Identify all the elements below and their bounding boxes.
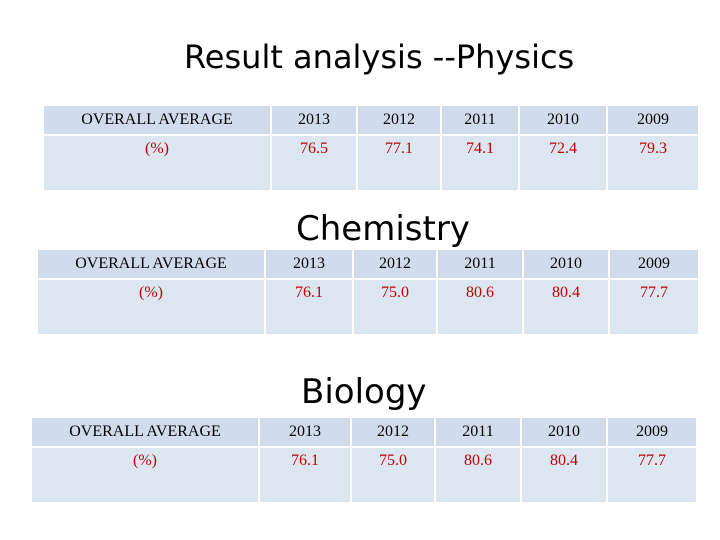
chemistry-year-cell: 2013 [264, 248, 354, 280]
physics-value-cell: 76.5 [270, 134, 358, 192]
biology-header-row: OVERALL AVERAGE 2013 2012 2011 2010 2009 [30, 416, 698, 448]
biology-header-label: OVERALL AVERAGE [30, 416, 260, 448]
physics-table: OVERALL AVERAGE 2013 2012 2011 2010 2009… [42, 104, 700, 192]
biology-value-row: (%) 76.1 75.0 80.6 80.4 77.7 [30, 446, 698, 504]
physics-value-row: (%) 76.5 77.1 74.1 72.4 79.3 [42, 134, 700, 192]
biology-year-cell: 2009 [606, 416, 698, 448]
chemistry-year-cell: 2011 [436, 248, 524, 280]
chemistry-value-cell: 75.0 [352, 278, 438, 336]
physics-header-label: OVERALL AVERAGE [42, 104, 272, 136]
biology-value-cell: 77.7 [606, 446, 698, 504]
physics-year-cell: 2009 [606, 104, 700, 136]
biology-year-cell: 2011 [434, 416, 522, 448]
physics-year-cell: 2012 [356, 104, 442, 136]
biology-table: OVERALL AVERAGE 2013 2012 2011 2010 2009… [30, 416, 698, 504]
chemistry-table: OVERALL AVERAGE 2013 2012 2011 2010 2009… [36, 248, 700, 336]
biology-title: Biology [301, 372, 427, 412]
physics-value-cell: 77.1 [356, 134, 442, 192]
chemistry-row-label: (%) [36, 278, 266, 336]
biology-row-label: (%) [30, 446, 260, 504]
chemistry-value-cell: 76.1 [264, 278, 354, 336]
biology-year-cell: 2010 [520, 416, 608, 448]
chemistry-value-cell: 77.7 [608, 278, 700, 336]
biology-value-cell: 75.0 [350, 446, 436, 504]
physics-value-cell: 72.4 [518, 134, 608, 192]
chemistry-title: Chemistry [296, 209, 470, 249]
biology-year-cell: 2013 [258, 416, 352, 448]
chemistry-value-cell: 80.6 [436, 278, 524, 336]
physics-value-cell: 79.3 [606, 134, 700, 192]
physics-row-label: (%) [42, 134, 272, 192]
physics-year-cell: 2013 [270, 104, 358, 136]
chemistry-value-row: (%) 76.1 75.0 80.6 80.4 77.7 [36, 278, 700, 336]
chemistry-year-cell: 2010 [522, 248, 610, 280]
chemistry-year-cell: 2012 [352, 248, 438, 280]
chemistry-header-label: OVERALL AVERAGE [36, 248, 266, 280]
chemistry-value-cell: 80.4 [522, 278, 610, 336]
physics-year-cell: 2011 [440, 104, 520, 136]
chemistry-header-row: OVERALL AVERAGE 2013 2012 2011 2010 2009 [36, 248, 700, 280]
biology-value-cell: 80.4 [520, 446, 608, 504]
biology-value-cell: 76.1 [258, 446, 352, 504]
physics-title: Result analysis --Physics [184, 38, 575, 76]
biology-year-cell: 2012 [350, 416, 436, 448]
chemistry-year-cell: 2009 [608, 248, 700, 280]
physics-value-cell: 74.1 [440, 134, 520, 192]
physics-header-row: OVERALL AVERAGE 2013 2012 2011 2010 2009 [42, 104, 700, 136]
physics-year-cell: 2010 [518, 104, 608, 136]
biology-value-cell: 80.6 [434, 446, 522, 504]
